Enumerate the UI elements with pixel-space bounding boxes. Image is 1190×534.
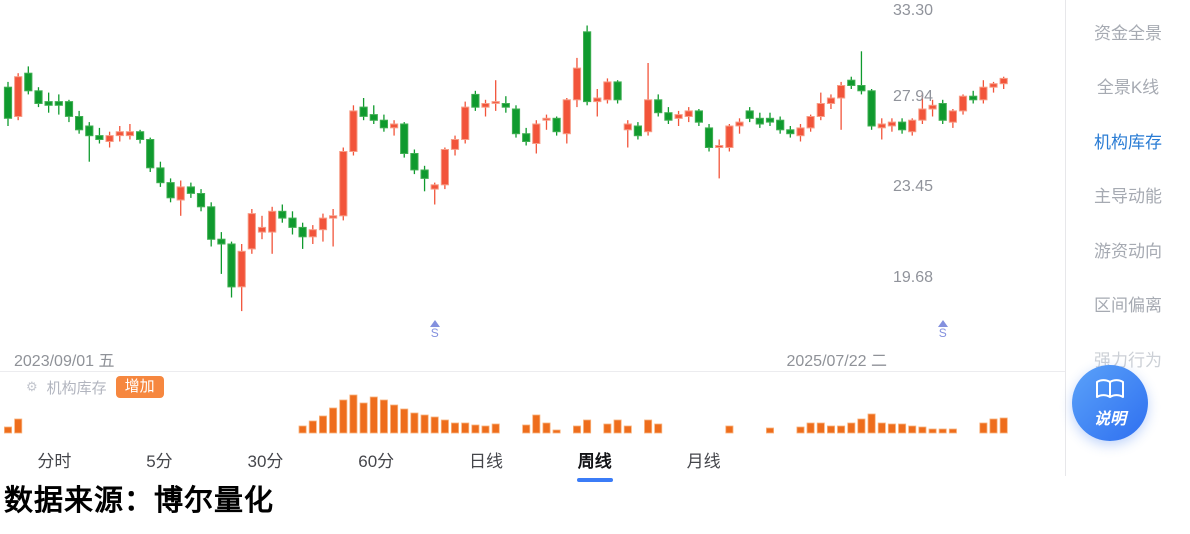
tab-label: 分时 bbox=[37, 451, 72, 471]
tab-60min[interactable]: 60分 bbox=[356, 444, 396, 475]
help-button-label: 说明 bbox=[1093, 410, 1126, 428]
help-button[interactable]: 说明 bbox=[1072, 365, 1148, 441]
tab-30min[interactable]: 30分 bbox=[246, 444, 286, 475]
signal-marker-s: S bbox=[933, 320, 953, 340]
tab-daily[interactable]: 日线 bbox=[467, 444, 505, 475]
chart-start-date: 2023/09/01 五 bbox=[14, 353, 115, 370]
sidebar-item-fund-panorama[interactable]: 资金全景 bbox=[1094, 23, 1162, 43]
sidebar-item-range-deviation[interactable]: 区间偏离 bbox=[1094, 296, 1162, 316]
timeframe-tabbar: 分时 5分 30分 60分 日线 周线 月线 bbox=[0, 440, 758, 482]
sidebar-item-institutional-inventory[interactable]: 机构库存 bbox=[1094, 132, 1162, 152]
signal-triangle-icon bbox=[429, 320, 440, 327]
candlestick-svg bbox=[3, 25, 1008, 434]
tab-5min[interactable]: 5分 bbox=[144, 444, 174, 475]
signal-marker-label: S bbox=[938, 326, 947, 340]
active-tab-underline bbox=[576, 477, 613, 482]
data-source-text: 数据来源：博尔量化 bbox=[4, 485, 275, 517]
tab-label: 30分 bbox=[247, 451, 284, 471]
tab-monthly[interactable]: 月线 bbox=[685, 444, 723, 475]
signal-marker-s: S bbox=[425, 320, 445, 340]
chart-subchart-divider bbox=[0, 371, 1065, 372]
kline-chart-area[interactable]: 33.30 27.94 23.45 19.68 2023/09/01 五 202… bbox=[0, 0, 1065, 478]
chart-end-date: 2025/07/22 二 bbox=[786, 353, 887, 370]
inventory-subchart-label: 机构库存 bbox=[46, 379, 107, 397]
inventory-subchart-header: ⚙ 机构库存 增加 bbox=[26, 375, 164, 399]
sidebar-item-dominant-momentum[interactable]: 主导动能 bbox=[1094, 187, 1162, 207]
tab-weekly[interactable]: 周线 bbox=[576, 444, 614, 482]
sidebar-item-hot-money-trend[interactable]: 游资动向 bbox=[1094, 241, 1162, 261]
price-axis-label: 33.30 bbox=[892, 2, 933, 19]
tab-timeshare[interactable]: 分时 bbox=[35, 444, 73, 475]
tab-label: 周线 bbox=[577, 451, 612, 471]
tab-label: 5分 bbox=[146, 451, 173, 471]
gear-icon[interactable]: ⚙ bbox=[26, 379, 38, 394]
inventory-increase-badge: 增加 bbox=[115, 376, 164, 398]
price-axis-label: 19.68 bbox=[892, 269, 933, 286]
signal-triangle-icon bbox=[937, 320, 948, 327]
right-sidebar: 资金全景 全景K线 机构库存 主导动能 游资动向 区间偏离 强力行为 bbox=[1065, 0, 1190, 476]
signal-marker-label: S bbox=[430, 326, 439, 340]
tab-label: 60分 bbox=[358, 451, 395, 471]
sidebar-item-panorama-kline[interactable]: 全景K线 bbox=[1096, 78, 1160, 98]
tab-label: 日线 bbox=[468, 451, 503, 471]
price-axis-label: 27.94 bbox=[892, 88, 933, 105]
book-icon bbox=[1096, 378, 1124, 398]
price-axis-label: 23.45 bbox=[892, 178, 933, 195]
tab-label: 月线 bbox=[686, 451, 721, 471]
